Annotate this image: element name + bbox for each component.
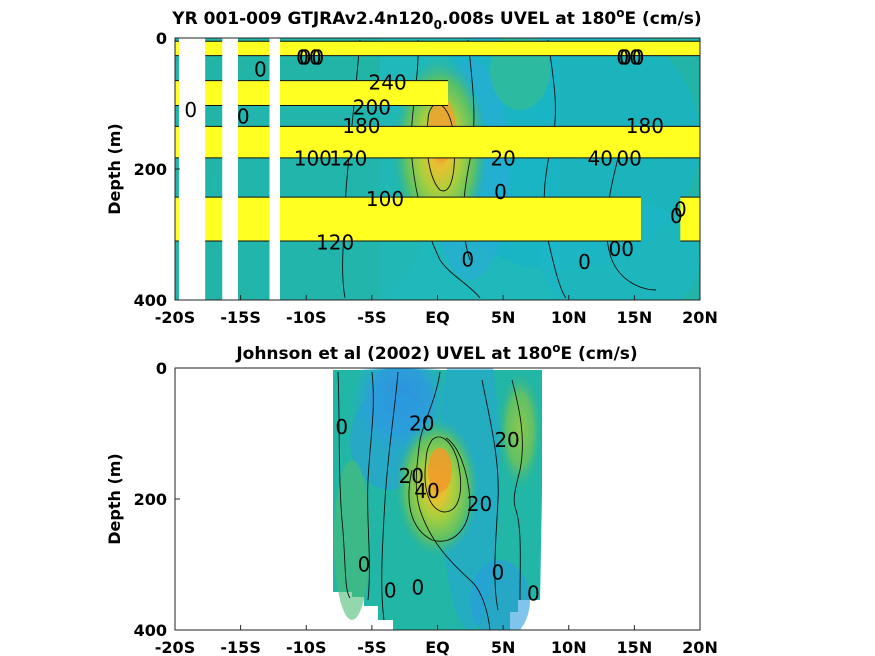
contour-label: 0 (254, 57, 267, 81)
contour-label: 00 (616, 147, 641, 171)
contour-label: 100 (366, 187, 404, 211)
contour-label: 00 (299, 46, 324, 70)
contour-label: 0 (461, 247, 474, 271)
x-tick-label: EQ (425, 308, 450, 327)
contour-label: 200 (353, 95, 391, 119)
x-tick-label: -20S (155, 638, 195, 656)
x-tick-label: -15S (220, 638, 260, 656)
contour-label: 20 (490, 147, 515, 171)
panel-model-bands (175, 38, 700, 300)
contour-label: 240 (369, 71, 407, 95)
spurious-band (175, 41, 700, 56)
missing-data-gap (178, 38, 206, 300)
panel-model: YR 001-009 GTJRAv2.4n1200.008s UVEL at 1… (105, 6, 718, 327)
contour-label: 00 (616, 46, 641, 70)
x-tick-label: 20N (682, 308, 718, 327)
contour-label: 0 (237, 105, 250, 129)
panel-observed-title: Johnson et al (2002) UVEL at 180oE (cm/s… (235, 341, 637, 364)
contour-label: 00 (619, 46, 644, 70)
panel-model-y-ticks: 0 200 400 (134, 29, 180, 310)
spurious-band (175, 126, 700, 158)
x-tick-label: 20N (682, 638, 718, 656)
contour-label: 0 (358, 553, 371, 577)
y-tick-label: 0 (156, 359, 167, 378)
contour-label: 0 (411, 575, 424, 599)
x-tick-label: 15N (617, 638, 653, 656)
contour-label: 180 (342, 114, 380, 138)
contour-label: 20 (409, 412, 434, 436)
contour-label: 20 (494, 428, 519, 452)
y-tick-label: 0 (156, 29, 167, 48)
x-tick-label: -10S (286, 638, 326, 656)
contour-label: 20 (467, 492, 492, 516)
missing-data-gap (269, 38, 280, 300)
contour-label: 0 (494, 180, 507, 204)
y-tick-label: 200 (134, 490, 167, 509)
contour-label: 0 (384, 579, 397, 603)
contour-label: 120 (329, 147, 367, 171)
x-tick-label: 5N (491, 638, 516, 656)
contour-label: 0 (492, 560, 505, 584)
x-tick-label: -10S (286, 308, 326, 327)
panel-observed-y-ticks: 0 200 400 (134, 359, 180, 640)
panel-observed-contours (337, 371, 523, 630)
spurious-band (175, 197, 641, 242)
contour-label: 120 (316, 230, 354, 254)
y-tick-label: 400 (134, 621, 167, 640)
contour-label: 20 (399, 464, 424, 488)
panel-model-title: YR 001-009 GTJRAv2.4n1200.008s UVEL at 1… (171, 6, 701, 32)
contour-label: 40 (588, 147, 613, 171)
contour-label: 180 (626, 114, 664, 138)
x-tick-label: 5N (491, 308, 516, 327)
contour-label: 0 (527, 581, 540, 605)
panel-observed-ylabel: Depth (m) (105, 453, 124, 545)
panel-observed: Johnson et al (2002) UVEL at 180oE (cm/s… (105, 341, 718, 656)
spurious-band (175, 80, 448, 106)
panel-model-x-ticks: -20S -15S -10S -5S EQ 5N 10N 15N 20N (155, 295, 718, 327)
x-tick-label: -5S (357, 638, 386, 656)
contour-label: 00 (296, 46, 321, 70)
contour-label: 00 (609, 237, 634, 261)
y-tick-label: 400 (134, 291, 167, 310)
x-tick-label: EQ (425, 638, 450, 656)
x-tick-label: -15S (220, 308, 260, 327)
x-tick-label: 10N (551, 308, 587, 327)
contour-label: 0 (335, 415, 348, 439)
contour-label: 0 (578, 250, 591, 274)
contour-label: 0 (674, 198, 687, 222)
missing-data-gap (222, 38, 238, 300)
contour-label: 100 (294, 147, 332, 171)
x-tick-label: -20S (155, 308, 195, 327)
panel-observed-field (333, 368, 542, 630)
panel-observed-x-ticks: -20S -15S -10S -5S EQ 5N 10N 15N 20N (155, 625, 718, 656)
contour-label: 40 (414, 479, 439, 503)
spurious-band (680, 197, 700, 242)
x-tick-label: 15N (617, 308, 653, 327)
panel-model-ylabel: Depth (m) (105, 123, 124, 215)
y-tick-label: 200 (134, 160, 167, 179)
contour-label: 0 (184, 98, 197, 122)
x-tick-label: -5S (357, 308, 386, 327)
contour-label: 0 (670, 204, 683, 228)
x-tick-label: 10N (551, 638, 587, 656)
